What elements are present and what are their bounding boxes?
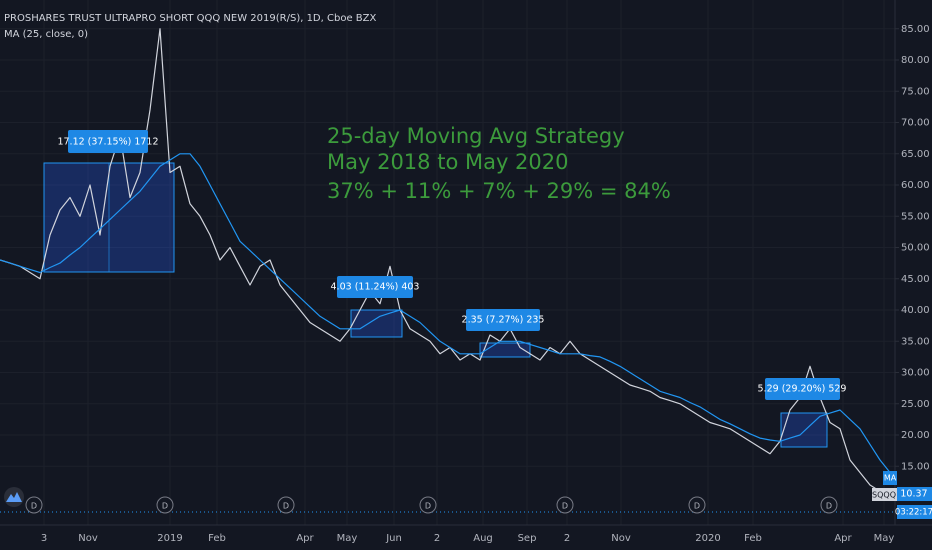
y-tick-label: 80.00 (901, 55, 930, 66)
x-tick-label: 3 (41, 533, 47, 544)
y-tick-label: 75.00 (901, 86, 930, 97)
event-marker (820, 496, 838, 514)
y-tick-label: 15.00 (901, 461, 930, 472)
x-tick-label: Aug (473, 533, 493, 544)
trade-label-bg (466, 309, 540, 331)
x-tick-label: May (874, 533, 895, 544)
y-tick-label: 35.00 (901, 336, 930, 347)
x-tick-label: Feb (208, 533, 226, 544)
x-tick-label: Nov (78, 533, 98, 544)
event-marker-label: D (31, 502, 37, 511)
trade-label-bg (765, 378, 840, 400)
event-marker (25, 496, 43, 514)
indicator-label: MA (25, close, 0) (4, 29, 88, 40)
event-marker (419, 496, 437, 514)
logo (4, 487, 24, 507)
trade-label: 17.12 (37.15%) 1712 (57, 137, 158, 148)
series-line (0, 28, 891, 495)
y-tick-label: 20.00 (901, 430, 930, 441)
logo-icon (6, 492, 22, 502)
annotation-line: May 2018 to May 2020 (327, 150, 569, 174)
chart-title: PROSHARES TRUST ULTRAPRO SHORT QQQ NEW 2… (4, 13, 376, 24)
event-marker (156, 496, 174, 514)
y-tick-label: 55.00 (901, 211, 930, 222)
x-tick-label: Apr (296, 533, 314, 544)
symbol-tag-bg (872, 488, 897, 501)
series-line (0, 153, 891, 473)
trade-label: 2.35 (7.27%) 235 (462, 315, 545, 326)
countdown-bg (897, 505, 932, 519)
trade-label-bg (337, 276, 413, 298)
countdown: 03:22:17 (895, 508, 932, 518)
y-tick-label: 25.00 (901, 399, 930, 410)
annotation-line: 25-day Moving Avg Strategy (327, 124, 625, 148)
ma-tag-bg (883, 471, 897, 485)
x-tick-label: 2 (564, 533, 570, 544)
grid (0, 0, 895, 525)
last-price-bg (897, 487, 932, 501)
y-tick-label: 60.00 (901, 180, 930, 191)
x-tick-label: Sep (518, 533, 537, 544)
x-tick-label: Nov (611, 533, 631, 544)
x-tick-label: Apr (834, 533, 852, 544)
x-tick-label: 2020 (695, 533, 720, 544)
event-marker (688, 496, 706, 514)
x-tick-label: 2 (434, 533, 440, 544)
event-marker-label: D (562, 502, 568, 511)
x-tick-label: May (337, 533, 358, 544)
trade-box (780, 412, 828, 448)
y-tick-label: 40.00 (901, 305, 930, 316)
x-tick-label: Jun (385, 533, 402, 544)
trade-label: 4.03 (11.24%) 403 (331, 282, 420, 293)
y-tick-label: 45.00 (901, 274, 930, 285)
event-marker (277, 496, 295, 514)
x-tick-label: Feb (744, 533, 762, 544)
trade-label-bg (68, 130, 148, 153)
y-tick-label: 85.00 (901, 24, 930, 35)
event-marker (556, 496, 574, 514)
event-marker-label: D (283, 502, 289, 511)
event-marker-label: D (162, 502, 168, 511)
ma-tag: MA (884, 474, 897, 483)
symbol-tag: SQQQ (872, 491, 896, 500)
x-tick-label: 2019 (157, 533, 182, 544)
trade-box (350, 309, 403, 338)
trade-label: 5.29 (29.20%) 529 (758, 384, 847, 395)
annotation-line: 37% + 11% + 7% + 29% = 84% (327, 179, 671, 203)
plot (0, 28, 891, 495)
y-tick-label: 50.00 (901, 243, 930, 254)
event-marker-label: D (425, 502, 431, 511)
y-tick-label: 30.00 (901, 368, 930, 379)
trade-box (479, 342, 531, 358)
y-tick-label: 65.00 (901, 149, 930, 160)
event-marker-label: D (826, 502, 832, 511)
event-marker-label: D (694, 502, 700, 511)
last-price: 10.37 (900, 489, 927, 500)
y-tick-label: 70.00 (901, 118, 930, 129)
